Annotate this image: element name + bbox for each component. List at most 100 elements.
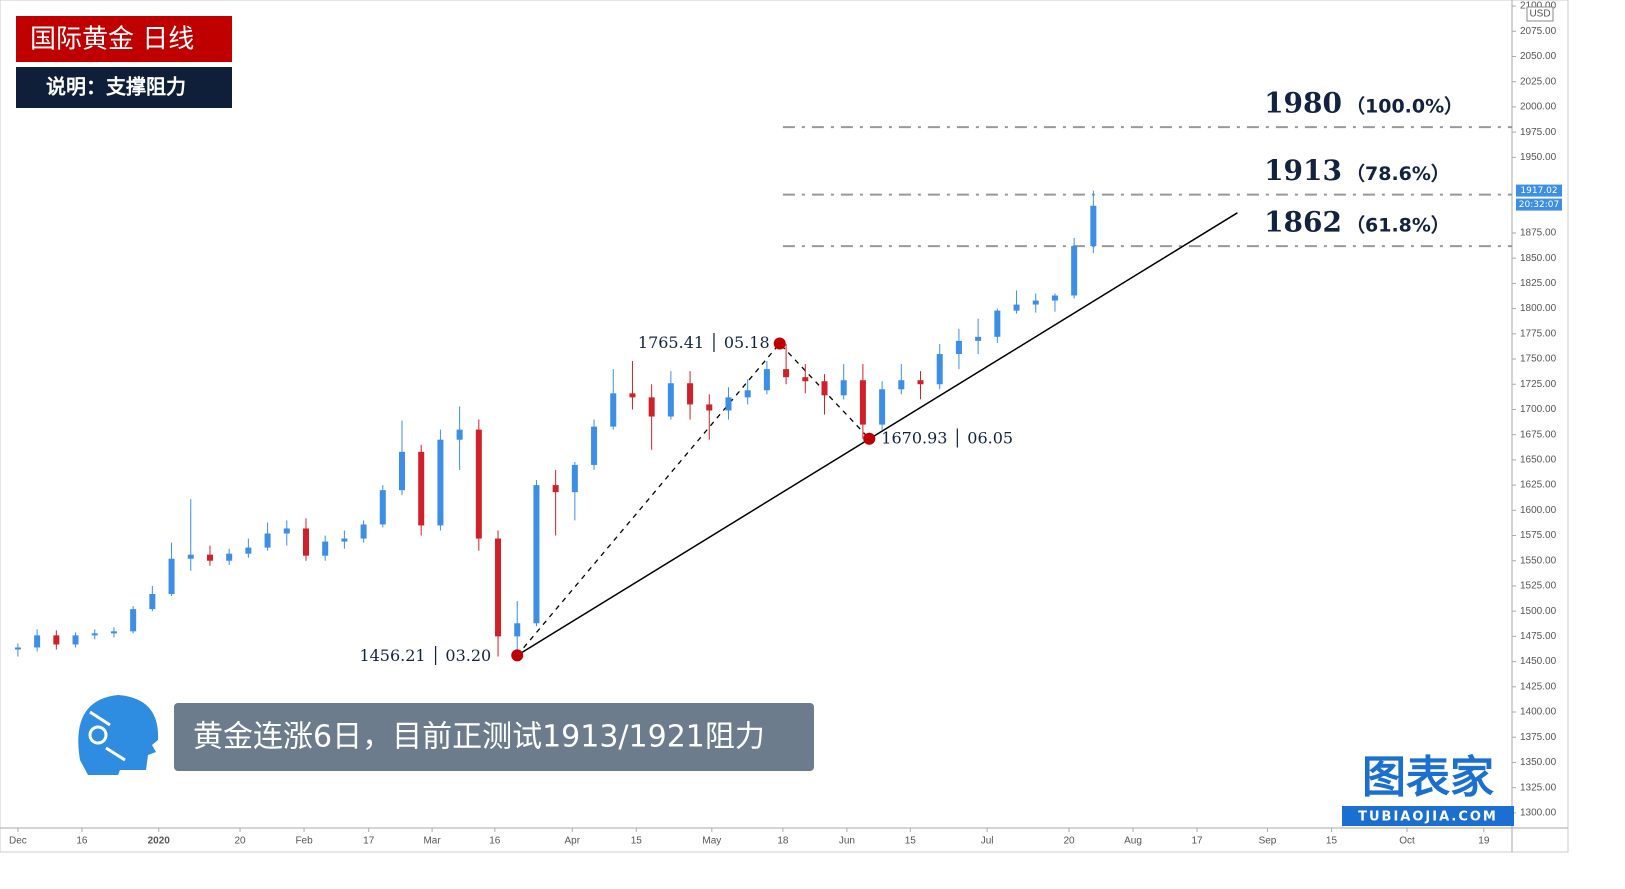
- candle-body: [168, 558, 175, 595]
- candle-body: [917, 380, 924, 385]
- x-tick-label: 16: [76, 836, 88, 847]
- chart-subtitle: 说明：支撑阻力: [46, 75, 186, 99]
- candle-body: [418, 451, 425, 526]
- candle-body: [110, 631, 117, 634]
- pivot-point: [863, 432, 876, 445]
- price-tag: [1516, 184, 1562, 197]
- x-tick-label: May: [702, 836, 721, 847]
- candle-body: [341, 538, 348, 542]
- x-tick-label: Feb: [295, 836, 313, 847]
- x-tick-label: Oct: [1399, 836, 1415, 847]
- candle-body: [495, 538, 502, 637]
- y-tick-label: 1875.00: [1520, 228, 1557, 239]
- candle-body: [302, 528, 309, 556]
- y-tick-label: 1525.00: [1520, 581, 1557, 592]
- brand-url: TUBIAOJIA.COM: [1358, 810, 1498, 825]
- y-tick-label: 1400.00: [1520, 707, 1557, 718]
- timer-label: 20:32:07: [1519, 200, 1559, 210]
- x-tick-label: Aug: [1124, 836, 1142, 847]
- y-tick-label: 2100.00: [1520, 1, 1557, 12]
- y-tick-label: 1350.00: [1520, 757, 1557, 768]
- x-tick-label: 20: [234, 836, 246, 847]
- candle-body: [149, 594, 156, 610]
- y-tick-label: 1300.00: [1520, 808, 1557, 819]
- fib-percent: （100.0%）: [1346, 95, 1463, 118]
- candle-body: [744, 390, 751, 398]
- candle-body: [475, 429, 482, 539]
- x-tick-label: Dec: [9, 836, 27, 847]
- candle-body: [1013, 304, 1020, 311]
- candle-body: [571, 464, 578, 493]
- candle-body: [379, 490, 386, 525]
- candle-body: [34, 635, 41, 648]
- y-tick-label: 1625.00: [1520, 480, 1557, 491]
- candle-body: [955, 340, 962, 354]
- x-tick-label: Apr: [564, 836, 580, 847]
- x-tick-label: 19: [1478, 836, 1490, 847]
- candle-body: [898, 380, 905, 390]
- fib-percent: （61.8%）: [1346, 214, 1450, 237]
- title-box: [16, 16, 232, 62]
- candle-body: [821, 381, 828, 396]
- currency: USD: [1529, 9, 1550, 20]
- candle-body: [399, 451, 406, 491]
- brand-url-box: [1342, 806, 1514, 826]
- candle-body: [936, 353, 943, 385]
- candle-body: [53, 635, 60, 645]
- candle-body: [1032, 300, 1039, 305]
- fib-value: 1913: [1264, 154, 1342, 187]
- y-tick-label: 2050.00: [1520, 51, 1557, 62]
- y-tick-label: 1675.00: [1520, 429, 1557, 440]
- pivot-label: 1456.21 │ 03.20: [359, 645, 491, 665]
- pivot-point: [511, 649, 524, 662]
- y-tick-label: 1725.00: [1520, 379, 1557, 390]
- y-tick-label: 1475.00: [1520, 631, 1557, 642]
- y-tick-label: 1500.00: [1520, 606, 1557, 617]
- candle-body: [1071, 246, 1078, 296]
- y-tick-label: 1325.00: [1520, 782, 1557, 793]
- x-tick-label: Jul: [981, 836, 994, 847]
- y-tick-label: 1550.00: [1520, 555, 1557, 566]
- x-tick-label: 16: [489, 836, 501, 847]
- x-tick-label: 15: [631, 836, 643, 847]
- x-tick-label: Jun: [839, 836, 855, 847]
- candle-body: [360, 524, 367, 539]
- candle-body: [130, 609, 137, 632]
- y-tick-label: 1950.00: [1520, 152, 1557, 163]
- candle-body: [245, 547, 252, 554]
- x-tick-label: 17: [363, 836, 375, 847]
- candle-body: [14, 647, 21, 650]
- candle-body: [206, 554, 213, 561]
- candle-body: [264, 533, 271, 548]
- candle-body: [629, 393, 636, 398]
- caption: 黄金连涨6日，目前正测试1913/1921阻力: [193, 720, 765, 755]
- candle-body: [610, 393, 617, 427]
- plot-area: 1300.00 1325.00 1350.00 1375.00 1400.00 1425.…: [0, 0, 1568, 852]
- y-tick-label: 1700.00: [1520, 404, 1557, 415]
- y-tick-label: 1375.00: [1520, 732, 1557, 743]
- x-tick-label: 2020: [148, 836, 171, 847]
- candle-body: [706, 404, 713, 411]
- y-tick-label: 1650.00: [1520, 455, 1557, 466]
- y-tick-label: 1825.00: [1520, 278, 1557, 289]
- candle-body: [533, 485, 540, 624]
- y-tick-label: 1425.00: [1520, 681, 1557, 692]
- candle-body: [975, 336, 982, 341]
- x-tick-label: Mar: [423, 836, 441, 847]
- candle-body: [283, 528, 290, 534]
- candle-body: [72, 635, 79, 645]
- candle-body: [322, 541, 329, 556]
- candle-body: [840, 380, 847, 396]
- timer-tag: [1516, 198, 1562, 211]
- price-tag-label: 1917.02: [1520, 186, 1557, 196]
- candle-body: [802, 377, 809, 382]
- candle-body: [514, 623, 521, 637]
- candle-body: [226, 553, 233, 561]
- candle-body: [456, 429, 463, 440]
- y-tick-label: 1575.00: [1520, 530, 1557, 541]
- candle-body: [552, 485, 559, 493]
- candle-body: [879, 389, 886, 425]
- x-tick-label: Sep: [1259, 836, 1277, 847]
- brand-name: 图表家: [1362, 752, 1494, 803]
